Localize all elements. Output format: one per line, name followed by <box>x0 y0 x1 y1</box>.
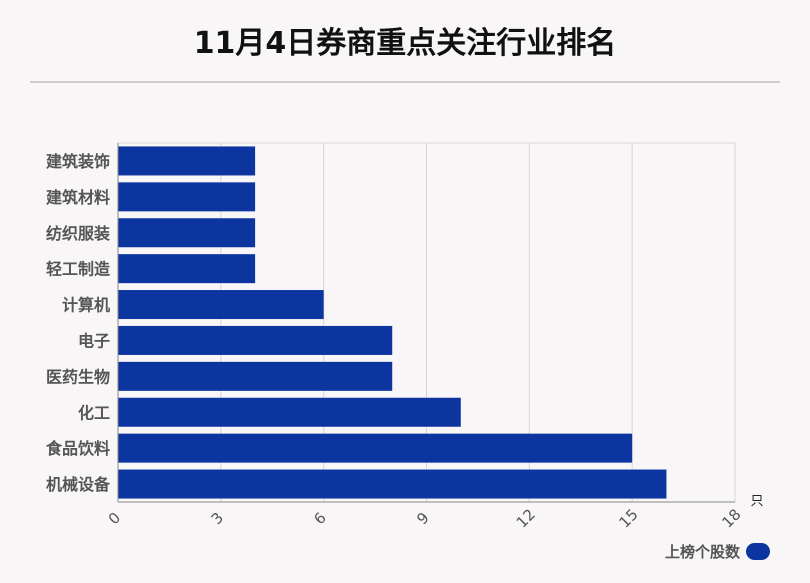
unit-label: 只 <box>750 494 763 509</box>
category-label-7: 医药生物 <box>46 367 110 386</box>
bar-6 <box>118 325 393 355</box>
category-label-3: 纺织服装 <box>46 224 110 243</box>
bars <box>118 146 667 499</box>
tick-label-6: 6 <box>310 509 329 528</box>
tick-label-9: 9 <box>413 509 432 528</box>
bar-2 <box>118 182 256 212</box>
bar-10 <box>118 469 667 499</box>
tick-label-3: 3 <box>208 509 227 528</box>
category-label-9: 食品饮料 <box>45 439 110 458</box>
category-label-4: 轻工制造 <box>46 260 111 279</box>
bar-4 <box>118 254 256 284</box>
bar-7 <box>118 361 393 391</box>
legend-swatch <box>746 542 770 560</box>
tick-label-18: 18 <box>718 505 744 531</box>
category-label-10: 机械设备 <box>46 475 111 494</box>
tick-label-12: 12 <box>513 505 539 531</box>
category-label-1: 建筑装饰 <box>46 152 110 171</box>
category-label-2: 建筑材料 <box>46 188 110 207</box>
title-divider <box>30 81 780 83</box>
bar-3 <box>118 218 256 248</box>
legend-label: 上榜个股数 <box>664 542 740 561</box>
tick-labels: 0 3 6 9 12 15 18 <box>105 505 745 531</box>
category-label-6: 电子 <box>78 331 110 350</box>
bar-5 <box>118 290 324 320</box>
axes <box>117 143 735 503</box>
tick-label-15: 15 <box>616 505 642 531</box>
bar-1 <box>118 146 256 176</box>
chart-title: 11月4日券商重点关注行业排名 <box>193 26 617 61</box>
category-label-8: 化工 <box>78 403 110 422</box>
tick-label-0: 0 <box>105 509 124 528</box>
bar-8 <box>118 397 461 427</box>
category-label-5: 计算机 <box>62 296 110 315</box>
legend[interactable]: 上榜个股数 <box>665 540 770 562</box>
bar-9 <box>118 433 633 463</box>
